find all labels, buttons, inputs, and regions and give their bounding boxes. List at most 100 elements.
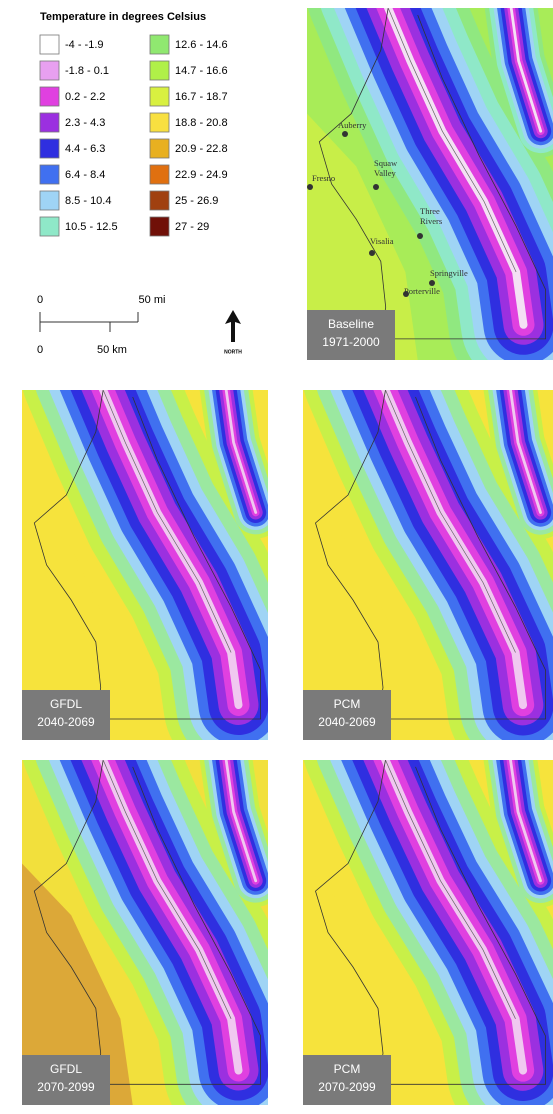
park-boundary <box>102 390 232 653</box>
county-boundary <box>33 760 262 1085</box>
legend-title: Temperature in degrees Celsius <box>40 11 206 23</box>
town-label: Squaw <box>374 158 398 168</box>
legend-swatch <box>39 138 60 159</box>
park-boundary <box>385 760 516 1019</box>
town-dot <box>369 250 375 256</box>
scale-label: 0 <box>37 294 43 306</box>
north-label: NORTH <box>224 349 242 355</box>
panel-label: PCM <box>334 1062 361 1076</box>
lowland <box>307 113 418 360</box>
park-boundary <box>102 760 232 1019</box>
town-dot <box>403 291 409 297</box>
legend-swatch <box>149 112 170 133</box>
town-label: Springville <box>430 268 468 278</box>
elevation-band <box>509 8 543 133</box>
town-dot <box>342 131 348 137</box>
scale-label: 50 km <box>97 344 127 356</box>
legend-swatch <box>149 190 170 211</box>
panel-label: 2040-2069 <box>37 715 95 729</box>
county-boundary <box>315 760 546 1085</box>
legend-label: -4 - -1.9 <box>65 39 104 51</box>
scale-label: 50 mi <box>139 294 166 306</box>
legend-label: 25 - 26.9 <box>175 195 218 207</box>
town-label: Fresno <box>312 173 335 183</box>
legend-label: 12.6 - 14.6 <box>175 39 228 51</box>
panel-label: 2070-2099 <box>318 1080 376 1094</box>
legend-label: 8.5 - 10.4 <box>65 195 111 207</box>
legend-swatch <box>39 60 60 81</box>
town-dot <box>373 184 379 190</box>
panel-label: 2040-2069 <box>318 715 376 729</box>
legend-label: 6.4 - 8.4 <box>65 169 105 181</box>
legend-swatch <box>149 34 170 55</box>
legend-label: 10.5 - 12.5 <box>65 221 118 233</box>
county-boundary <box>318 8 546 340</box>
legend-swatch <box>39 112 60 133</box>
legend-label: 4.4 - 6.3 <box>65 143 105 155</box>
legend-swatch <box>39 34 60 55</box>
north-arrow <box>225 310 241 342</box>
legend-label: 27 - 29 <box>175 221 209 233</box>
elevation-band <box>509 760 542 883</box>
map-panel: Baseline 1971-2000 <box>307 8 553 360</box>
county-boundary <box>315 390 546 720</box>
legend-label: 22.9 - 24.9 <box>175 169 228 181</box>
elevation-band <box>224 390 258 514</box>
legend-swatch <box>39 164 60 185</box>
elevation-band <box>224 760 258 883</box>
legend: -4 - -1.9 -1.8 - 0.1 0.2 - 2.2 2.3 - 4.3 4.4… <box>39 34 228 237</box>
town-dot <box>429 280 435 286</box>
legend-swatch <box>39 86 60 107</box>
lowland <box>22 863 133 1105</box>
county-boundary <box>33 390 262 720</box>
panel-label-box <box>303 690 391 740</box>
town-label: Auberry <box>338 120 367 130</box>
legend-swatch <box>149 216 170 237</box>
lowland <box>303 495 416 740</box>
legend-swatch <box>149 86 170 107</box>
town-dot <box>307 184 313 190</box>
maps: Baseline 1971-2000 GFDL 2040-2069 PCM 2040-20… <box>22 8 553 1105</box>
panel-label: 2070-2099 <box>37 1080 95 1094</box>
town-label: Valley <box>374 168 396 178</box>
panel-label-box <box>22 1055 110 1105</box>
legend-swatch <box>149 138 170 159</box>
map-panel: GFDL 2070-2099 <box>22 760 268 1105</box>
panel-label-box <box>303 1055 391 1105</box>
town-label: Rivers <box>420 216 442 226</box>
panel-label: GFDL <box>50 1062 82 1076</box>
legend-label: 20.9 - 22.8 <box>175 143 228 155</box>
park-boundary <box>385 390 516 653</box>
legend-label: 16.7 - 18.7 <box>175 91 228 103</box>
legend-label: 0.2 - 2.2 <box>65 91 105 103</box>
town-label: Three <box>420 206 440 216</box>
legend-label: 18.8 - 20.8 <box>175 117 228 129</box>
panel-label: 1971-2000 <box>322 335 380 349</box>
lowland <box>22 495 133 740</box>
map-panel: GFDL 2040-2069 <box>22 390 268 740</box>
legend-swatch <box>39 216 60 237</box>
panel-label-box <box>22 690 110 740</box>
scale-label: 0 <box>37 344 43 356</box>
town-label: Porterville <box>404 286 440 296</box>
lowland <box>303 863 416 1105</box>
panel-label: GFDL <box>50 697 82 711</box>
panel-label: PCM <box>334 697 361 711</box>
park-boundary <box>387 8 517 273</box>
elevation-band <box>509 390 542 514</box>
town-label: Visalia <box>370 236 394 246</box>
legend-swatch <box>149 164 170 185</box>
panel-label: Baseline <box>328 317 374 331</box>
map-panel: PCM 2070-2099 <box>303 760 553 1105</box>
map-panel: PCM 2040-2069 <box>303 390 553 740</box>
town-dot <box>417 233 423 239</box>
legend-label: 14.7 - 16.6 <box>175 65 228 77</box>
panel-label-box <box>307 310 395 360</box>
legend-label: 2.3 - 4.3 <box>65 117 105 129</box>
legend-swatch <box>39 190 60 211</box>
legend-swatch <box>149 60 170 81</box>
legend-label: -1.8 - 0.1 <box>65 65 109 77</box>
